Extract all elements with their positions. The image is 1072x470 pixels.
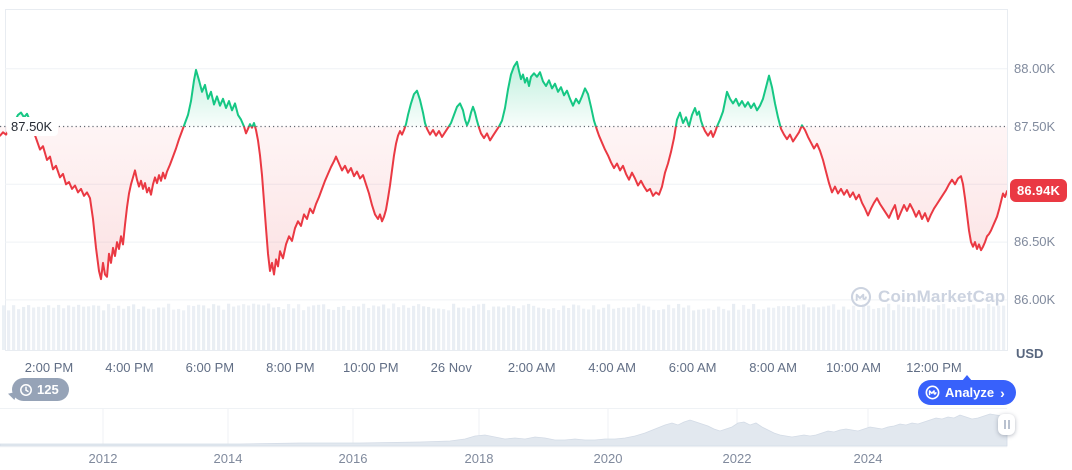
timeline-year-label: 2016 bbox=[338, 451, 368, 466]
timeline-year-label: 2018 bbox=[464, 451, 494, 466]
baseline-price-tag: 87.50K bbox=[7, 117, 59, 136]
history-count: 125 bbox=[37, 382, 59, 397]
y-axis-label: 86.50K bbox=[1014, 234, 1056, 250]
currency-unit-label: USD bbox=[1016, 346, 1044, 361]
timeline-brush-chart[interactable] bbox=[0, 408, 1008, 448]
price-chart[interactable] bbox=[0, 0, 1072, 356]
x-axis-label: 2:00 PM bbox=[24, 360, 74, 375]
timeline-year-label: 2012 bbox=[88, 451, 118, 466]
timeline-year-label: 2022 bbox=[722, 451, 752, 466]
current-price-badge: 86.94K bbox=[1010, 179, 1068, 202]
y-axis-label: 87.50K bbox=[1014, 118, 1056, 134]
analyze-label: Analyze bbox=[945, 385, 995, 400]
coinmarketcap-logo-icon bbox=[925, 385, 940, 400]
x-axis-label: 4:00 PM bbox=[105, 360, 154, 375]
x-axis-label: 6:00 AM bbox=[668, 360, 717, 375]
timeline-year-label: 2020 bbox=[593, 451, 623, 466]
volume-bars bbox=[2, 303, 1006, 350]
y-axis-label: 86.00K bbox=[1014, 291, 1056, 307]
brush-handle[interactable] bbox=[998, 414, 1015, 435]
timeline-year-label: 2024 bbox=[853, 451, 883, 466]
y-axis-label: 88.00K bbox=[1014, 60, 1056, 76]
timeline-year-label: 2014 bbox=[213, 451, 243, 466]
clock-icon bbox=[20, 383, 32, 396]
x-axis-label: 6:00 PM bbox=[185, 360, 235, 375]
history-count-badge[interactable]: 125 bbox=[12, 378, 69, 401]
x-axis-label: 2:00 AM bbox=[507, 360, 556, 375]
x-axis-label: 8:00 AM bbox=[749, 360, 797, 375]
x-axis-label: 8:00 PM bbox=[266, 360, 315, 375]
x-axis-label: 26 Nov bbox=[430, 360, 472, 375]
analyze-button[interactable]: Analyze › bbox=[918, 375, 1016, 405]
x-axis-label: 4:00 AM bbox=[588, 360, 636, 375]
x-axis-label: 10:00 AM bbox=[826, 360, 881, 375]
chevron-right-icon: › bbox=[1000, 384, 1005, 401]
x-axis-label: 12:00 PM bbox=[906, 360, 962, 375]
x-axis-label: 10:00 PM bbox=[342, 360, 399, 375]
